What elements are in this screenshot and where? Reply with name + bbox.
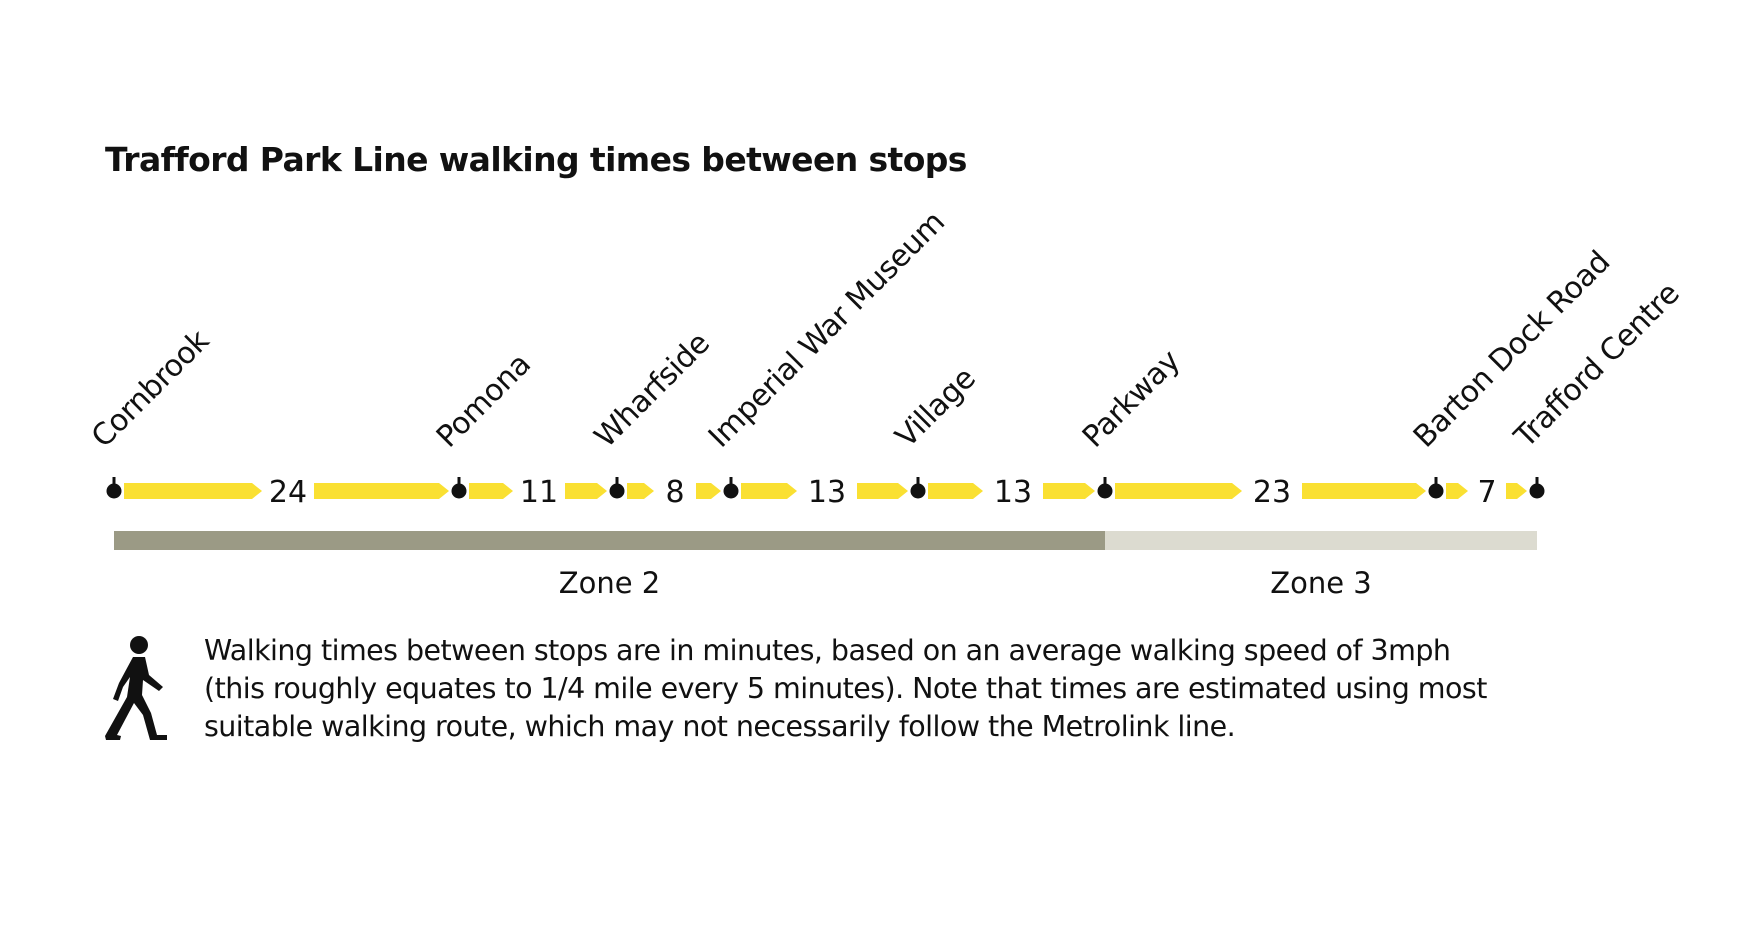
route-segment [857, 483, 908, 499]
route-segment [469, 483, 513, 499]
stop-label: Village [889, 361, 983, 455]
stop-label: Pomona [430, 347, 538, 455]
stop-label: Cornbrook [85, 323, 217, 455]
walking-time-label: 23 [1253, 475, 1291, 510]
stop-label: Wharfside [588, 326, 717, 455]
walking-time-label: 11 [520, 475, 558, 510]
stop-marker [106, 477, 122, 499]
stop-label: Parkway [1076, 344, 1187, 455]
zone-bar-2 [1105, 531, 1537, 550]
route-segment [1506, 483, 1527, 499]
route-segment [1043, 483, 1095, 499]
stop-label: Barton Dock Road [1407, 245, 1617, 455]
stop-marker [609, 477, 625, 499]
walking-time-label: 13 [808, 475, 846, 510]
route-line [124, 483, 1527, 499]
zone-bars [114, 531, 1537, 550]
stop-marker [910, 477, 926, 499]
zone-bar-1 [114, 531, 1105, 550]
stops [106, 477, 1545, 499]
stop-marker [723, 477, 739, 499]
walking-person-icon [105, 636, 167, 740]
stop-marker [1097, 477, 1113, 499]
stop-marker [1428, 477, 1444, 499]
diagram-title: Trafford Park Line walking times between… [105, 140, 967, 179]
stop-marker [451, 477, 467, 499]
route-segment [928, 483, 983, 499]
stop-marker [1529, 477, 1545, 499]
walking-time-label: 7 [1477, 475, 1496, 510]
walking-time-label: 13 [994, 475, 1032, 510]
walking-time-label: 8 [665, 475, 684, 510]
route-segment [627, 483, 654, 499]
zone-label: Zone 3 [1270, 566, 1372, 600]
route-segment [696, 483, 721, 499]
walking-note: Walking times between stops are in minut… [204, 634, 1487, 743]
route-segment [314, 483, 449, 499]
zone-labels: Zone 2 Zone 3 [559, 566, 1372, 600]
route-segment [124, 483, 262, 499]
walking-times: 24 11 8 13 13 23 7 [269, 475, 1497, 510]
walking-time-label: 24 [269, 475, 307, 510]
route-segment [1115, 483, 1242, 499]
route-segment [741, 483, 797, 499]
route-segment [1302, 483, 1426, 499]
route-segment [565, 483, 607, 499]
route-segment [1446, 483, 1468, 499]
zone-label: Zone 2 [559, 566, 661, 600]
